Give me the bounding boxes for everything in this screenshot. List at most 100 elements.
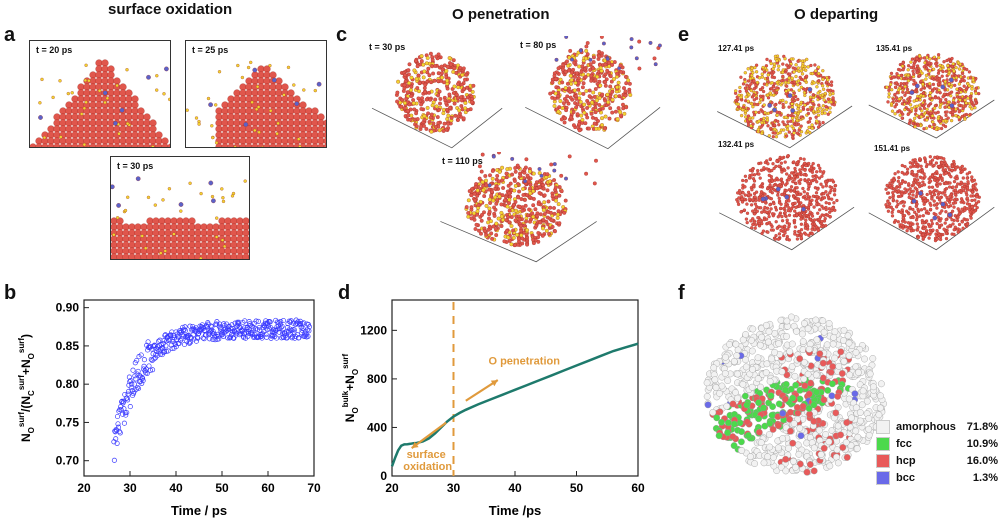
atom xyxy=(821,206,825,210)
atom xyxy=(741,105,746,109)
atom xyxy=(615,117,620,122)
atom xyxy=(954,107,958,111)
atom xyxy=(494,201,499,206)
atom xyxy=(918,190,923,196)
atom xyxy=(930,197,934,201)
atom xyxy=(101,131,109,139)
atom xyxy=(890,210,894,215)
atom xyxy=(115,83,119,88)
atom xyxy=(970,198,974,203)
atom xyxy=(961,106,965,111)
atom xyxy=(534,182,538,187)
atom xyxy=(824,104,828,109)
atom xyxy=(603,62,608,67)
atom xyxy=(767,178,771,183)
atom xyxy=(955,218,960,223)
atom xyxy=(812,81,816,85)
atom xyxy=(757,110,761,115)
atom xyxy=(942,60,946,64)
atom xyxy=(745,220,749,225)
atom xyxy=(821,87,826,91)
atom xyxy=(810,198,814,202)
atom xyxy=(490,169,495,173)
data-point xyxy=(125,388,132,395)
atom xyxy=(781,105,785,110)
atom xyxy=(89,113,97,121)
data-point xyxy=(146,363,152,369)
atom xyxy=(828,191,832,195)
atom xyxy=(412,68,417,73)
atom xyxy=(948,59,953,63)
atom xyxy=(518,224,523,228)
atom xyxy=(816,113,821,117)
atom xyxy=(257,119,265,127)
atom xyxy=(970,175,974,179)
atom xyxy=(775,176,779,180)
atom xyxy=(790,102,794,106)
atom xyxy=(461,66,466,71)
atom xyxy=(950,74,954,78)
atom xyxy=(739,113,744,118)
atom xyxy=(943,205,947,210)
y-tick-label: 400 xyxy=(367,420,387,434)
atom xyxy=(968,94,972,99)
atom xyxy=(215,131,223,139)
atom xyxy=(221,143,229,147)
atom xyxy=(790,105,795,109)
atom xyxy=(517,204,522,209)
atom xyxy=(89,101,97,109)
atom xyxy=(813,69,818,73)
atom xyxy=(792,91,796,95)
atom xyxy=(780,192,784,197)
atom xyxy=(897,97,902,101)
atom xyxy=(947,173,952,177)
atom xyxy=(786,227,790,231)
atom xyxy=(245,137,253,145)
atom xyxy=(954,78,958,82)
atom xyxy=(224,235,232,243)
atom xyxy=(197,122,201,126)
atom xyxy=(107,131,115,139)
atom xyxy=(927,236,931,240)
atom xyxy=(743,71,747,75)
atom xyxy=(935,237,939,241)
atom xyxy=(507,191,512,196)
atom xyxy=(783,57,787,61)
atom xyxy=(311,125,319,133)
atom xyxy=(808,210,812,214)
atom xyxy=(77,119,85,127)
atom xyxy=(239,101,247,109)
atom xyxy=(902,76,906,81)
atom xyxy=(922,106,927,110)
atom xyxy=(480,212,484,217)
atom xyxy=(282,93,286,97)
atom xyxy=(930,185,935,189)
atom xyxy=(950,168,954,173)
atom xyxy=(137,137,145,145)
atoms-group xyxy=(525,34,673,150)
atom xyxy=(512,188,517,193)
atom xyxy=(482,228,487,233)
atom xyxy=(161,198,165,202)
atom xyxy=(164,229,172,237)
atom xyxy=(801,203,806,208)
atom xyxy=(531,171,536,176)
atom xyxy=(907,121,912,126)
atom xyxy=(925,209,929,213)
atom xyxy=(533,207,538,212)
atom xyxy=(897,109,902,113)
atom xyxy=(95,101,103,109)
atom xyxy=(194,241,202,249)
atom xyxy=(188,253,196,259)
atom xyxy=(59,143,67,147)
atom xyxy=(954,65,958,70)
atom xyxy=(65,113,73,121)
atom xyxy=(492,213,497,218)
atom xyxy=(531,214,536,219)
atom xyxy=(119,95,127,103)
data-point xyxy=(267,319,273,325)
atom xyxy=(275,143,283,147)
atom xyxy=(233,131,241,139)
atom xyxy=(816,211,820,215)
atom xyxy=(921,214,925,218)
